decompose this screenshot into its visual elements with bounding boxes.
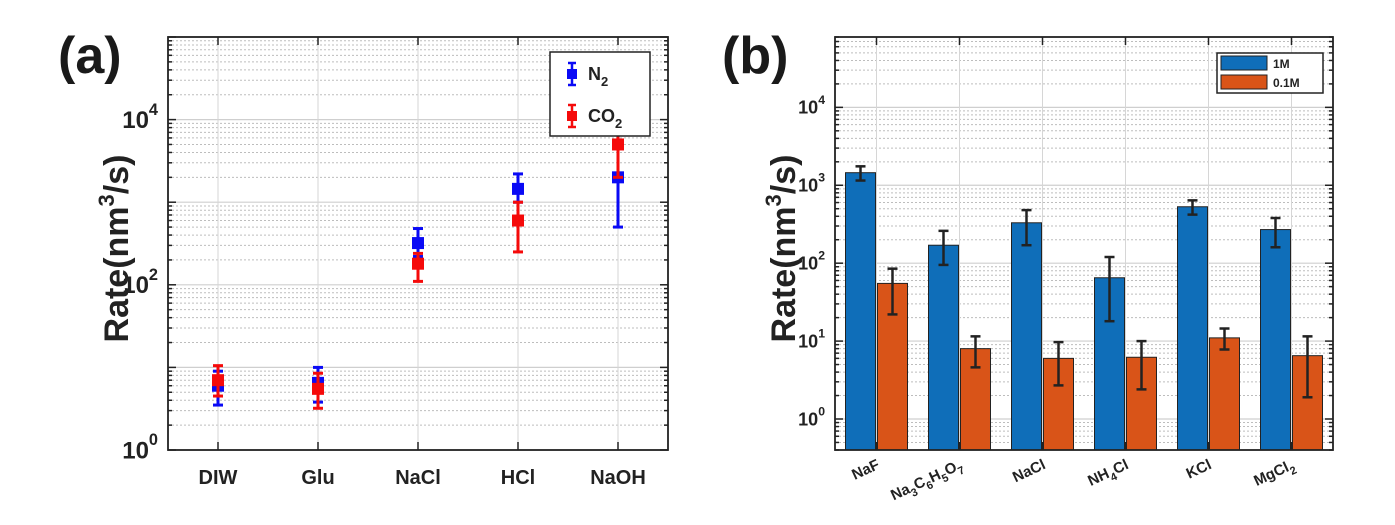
marker-n2-hcl	[512, 182, 524, 195]
y-tick-label: 100	[798, 404, 825, 429]
y-tick-label: 101	[798, 326, 825, 351]
y-axis-title: Rate(nm3/s)	[94, 155, 136, 343]
x-tick-label: MgCl2​	[1251, 456, 1299, 493]
y-tick-label: 102	[798, 249, 825, 274]
bar-1m-1	[928, 244, 959, 451]
y-tick-label: 102	[122, 266, 158, 299]
plot-frame	[167, 36, 669, 451]
legend-marker-n2	[567, 69, 577, 79]
marker-co2-nacl	[412, 257, 424, 270]
plot-frame	[834, 36, 1334, 451]
bar-0.1m-4	[1209, 337, 1240, 451]
legend-label-0.1m: 0.1M	[1273, 76, 1300, 90]
bar-1m-2	[1011, 222, 1042, 451]
bar-1m-5	[1260, 229, 1291, 451]
legend-box	[549, 51, 651, 137]
legend-label-1m: 1M	[1273, 57, 1290, 71]
marker-n2-nacl	[412, 237, 424, 250]
y-tick-label: 104	[122, 101, 158, 134]
panel-label-a: (a)	[58, 27, 122, 85]
legend-label-n2: N2	[588, 64, 608, 89]
legend-marker-co2	[567, 111, 577, 121]
marker-co2-diw	[212, 374, 224, 387]
x-tick-label: NH4​Cl	[1085, 456, 1133, 493]
x-tick-label: NaOH	[590, 467, 646, 489]
marker-co2-naoh	[612, 138, 624, 151]
legend-swatch-1m	[1220, 55, 1268, 71]
bar-1m-0	[845, 172, 876, 451]
x-tick-label: NaF	[849, 456, 882, 483]
y-tick-label: 103	[798, 171, 825, 196]
marker-co2-glu	[312, 382, 324, 395]
x-tick-label: HCl	[501, 467, 535, 489]
x-tick-label: KCl	[1184, 456, 1215, 482]
legend-label-co2: CO2	[588, 106, 622, 131]
panel-label-b: (b)	[722, 27, 789, 85]
x-tick-label: NaCl	[1010, 456, 1048, 486]
y-tick-label: 104	[798, 93, 825, 118]
x-tick-label: Na3​C6​H5​O7​	[888, 456, 967, 508]
marker-co2-hcl	[512, 214, 524, 227]
x-tick-label: Glu	[301, 467, 334, 489]
bar-1m-4	[1177, 206, 1208, 451]
y-tick-label: 100	[122, 431, 158, 464]
x-tick-label: DIW	[199, 467, 238, 489]
y-axis-title: Rate(nm3/s)	[761, 155, 803, 343]
legend-swatch-0.1m	[1220, 74, 1268, 90]
x-tick-label: NaCl	[395, 467, 441, 489]
